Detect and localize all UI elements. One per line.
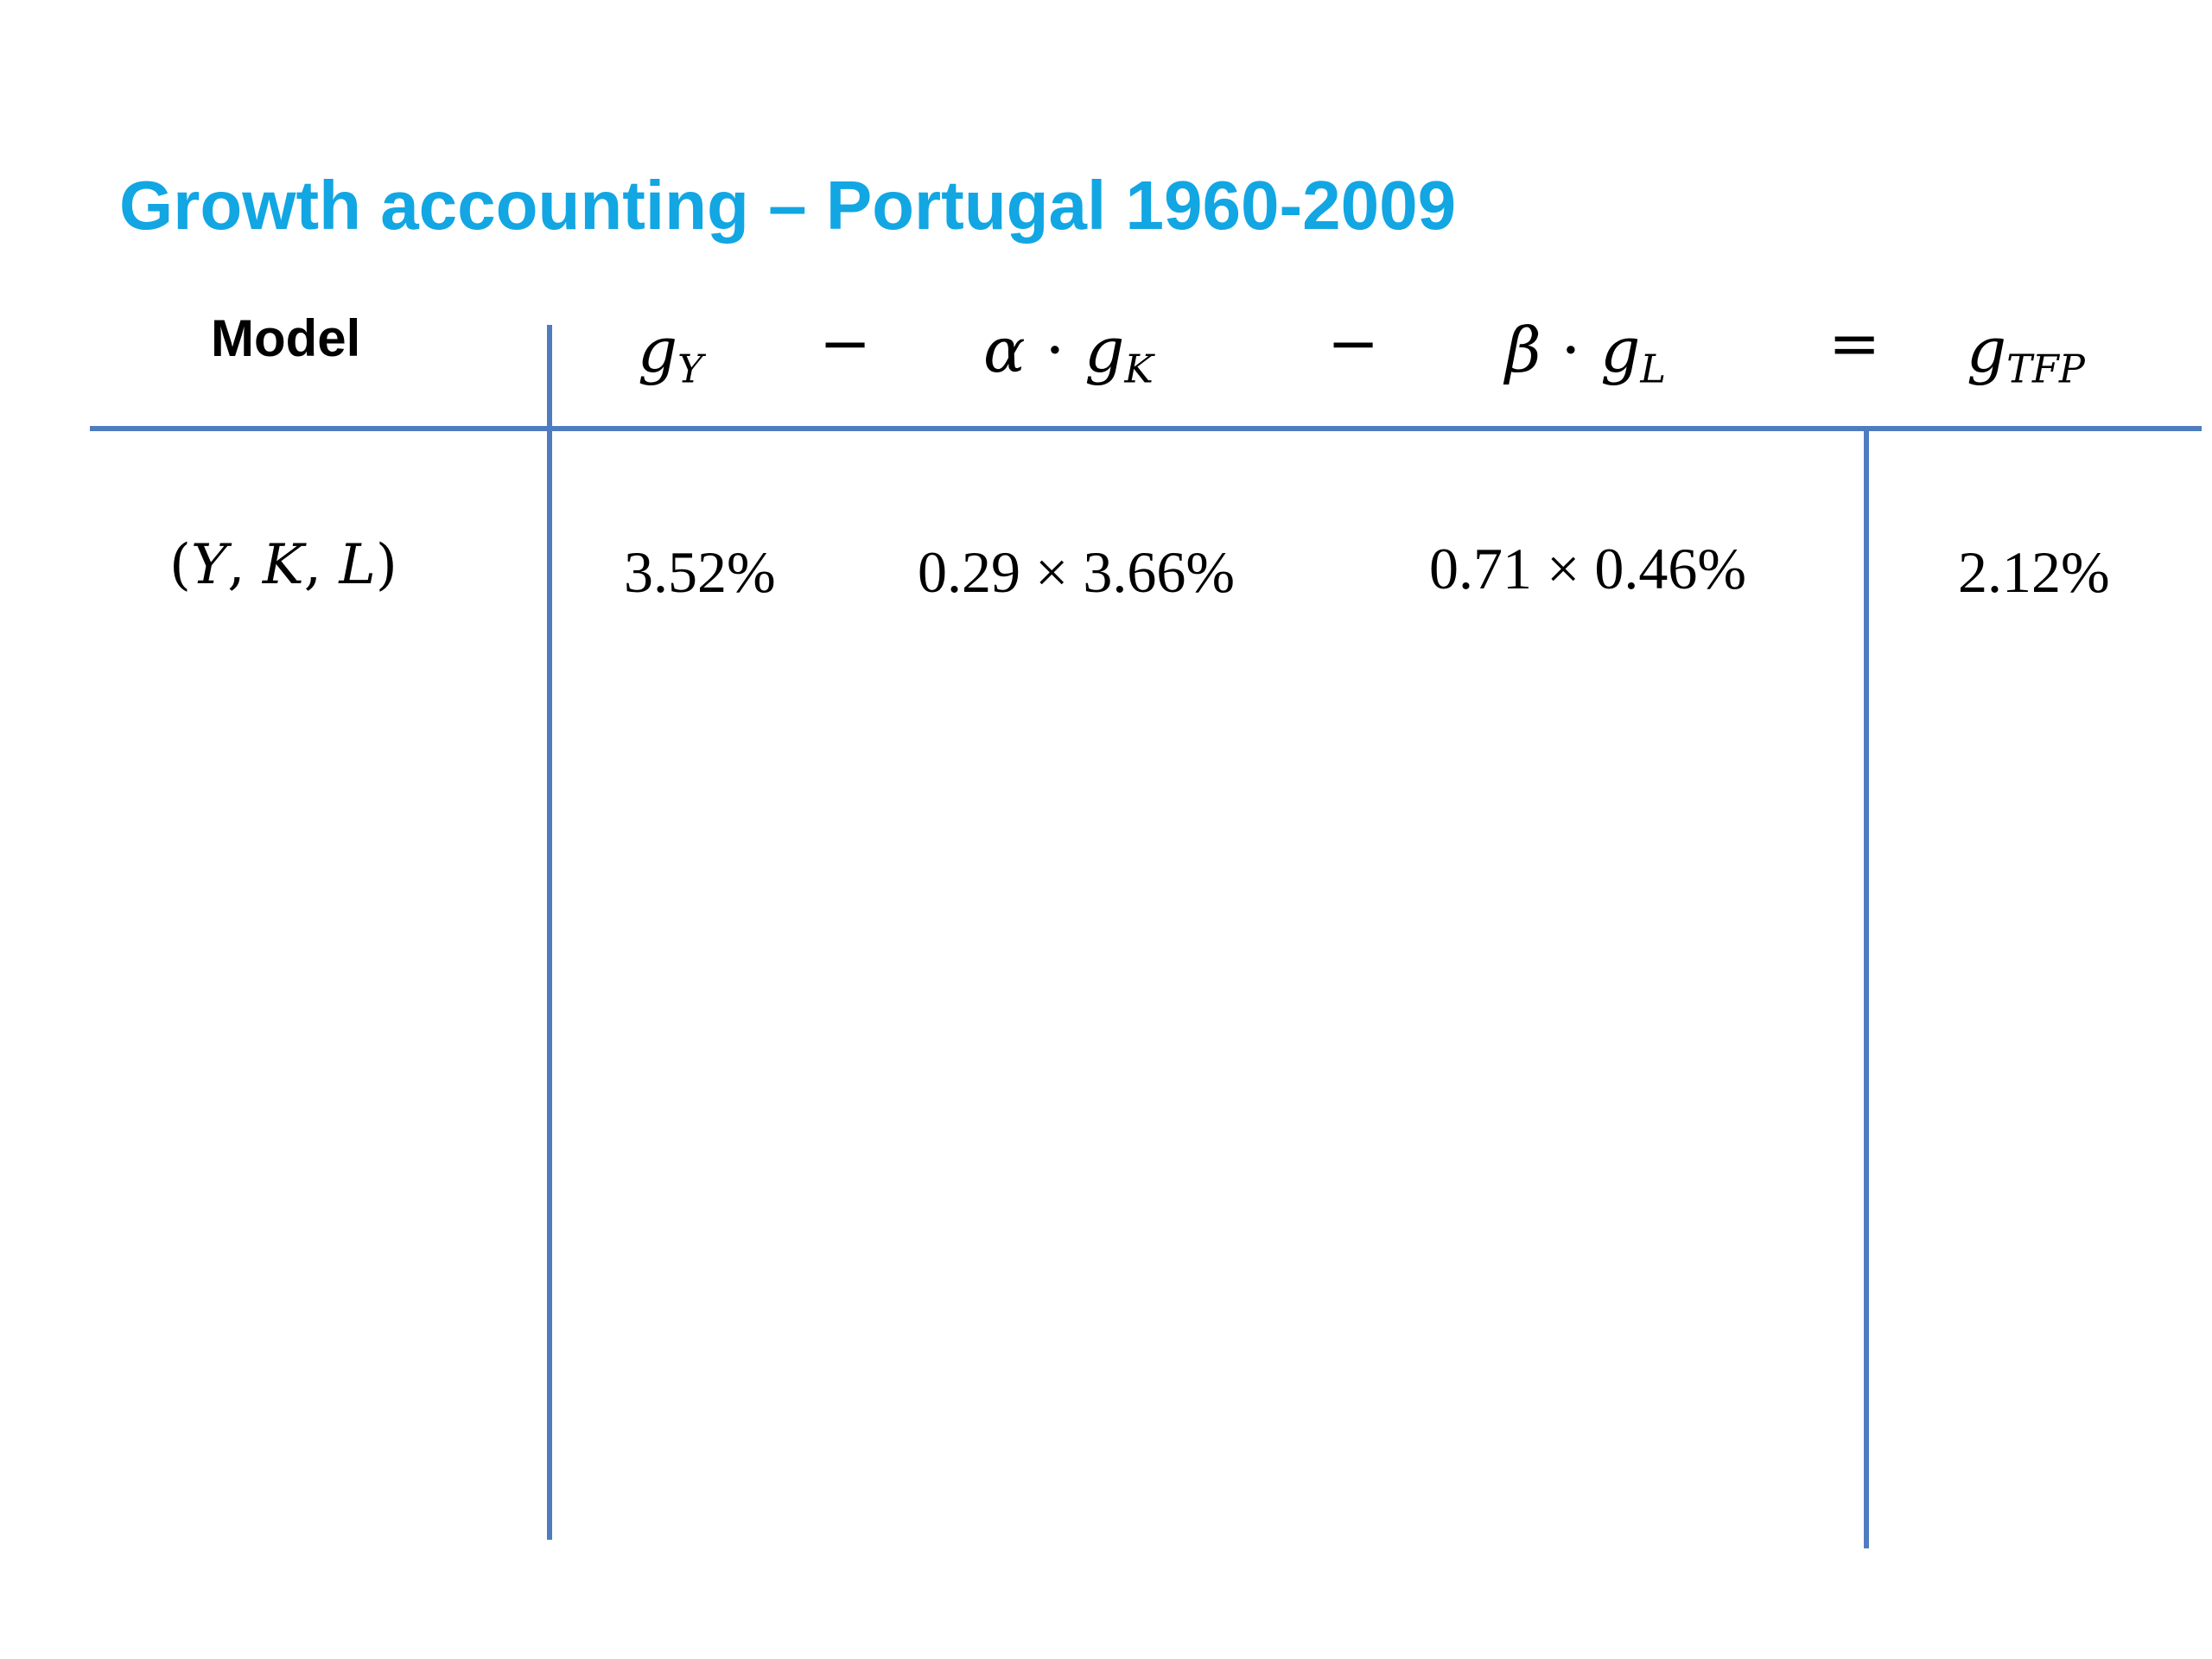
- model-column-header: Model: [211, 309, 361, 367]
- header-g-l-subscript: L: [1640, 346, 1667, 392]
- header-dot-operator-1: ·: [1045, 314, 1065, 386]
- header-g-tfp-symbol: g: [1967, 314, 2007, 386]
- cell-beta-g-l: 0.71 × 0.46%: [1429, 536, 1746, 601]
- header-g-k-subscript: K: [1124, 346, 1154, 392]
- model-var-y: Y: [190, 533, 228, 597]
- model-column-divider: [547, 325, 552, 1540]
- header-g-y-subscript: Y: [677, 346, 703, 392]
- comma-2: ,: [303, 533, 322, 597]
- header-minus-operator-1: −: [819, 307, 872, 379]
- cell-g-tfp: 2.12%: [1958, 539, 2110, 605]
- header-g-k-symbol: g: [1084, 314, 1125, 386]
- header-g-y: gY: [638, 311, 703, 389]
- slide-title: Growth accounting – Portugal 1960-2009: [119, 167, 1457, 244]
- header-minus-operator-2: −: [1327, 307, 1380, 379]
- comma-1: ,: [227, 533, 245, 597]
- header-rule: [90, 426, 2202, 431]
- model-var-k: K: [262, 533, 304, 597]
- header-g-l-symbol: g: [1600, 314, 1641, 386]
- header-g-y-symbol: g: [638, 314, 678, 386]
- header-equals-operator: =: [1828, 307, 1881, 379]
- paren-open: (: [169, 533, 191, 597]
- tfp-column-divider: [1864, 429, 1869, 1548]
- header-beta-symbol: β: [1505, 314, 1541, 386]
- cell-alpha-g-k: 0.29 × 3.66%: [918, 539, 1235, 605]
- cell-g-y: 3.52%: [624, 539, 776, 605]
- header-beta-g-l: β · gL: [1505, 311, 1666, 389]
- model-var-l: L: [339, 533, 376, 597]
- header-g-tfp-subscript: TFP: [2006, 346, 2085, 392]
- header-dot-operator-2: ·: [1560, 314, 1581, 386]
- header-alpha-symbol: α: [983, 314, 1026, 386]
- paren-close: ): [375, 533, 397, 597]
- row-model-label: (Y, K, L): [169, 531, 397, 600]
- header-g-tfp: gTFP: [1967, 311, 2085, 389]
- header-alpha-g-k: α · gK: [983, 311, 1154, 389]
